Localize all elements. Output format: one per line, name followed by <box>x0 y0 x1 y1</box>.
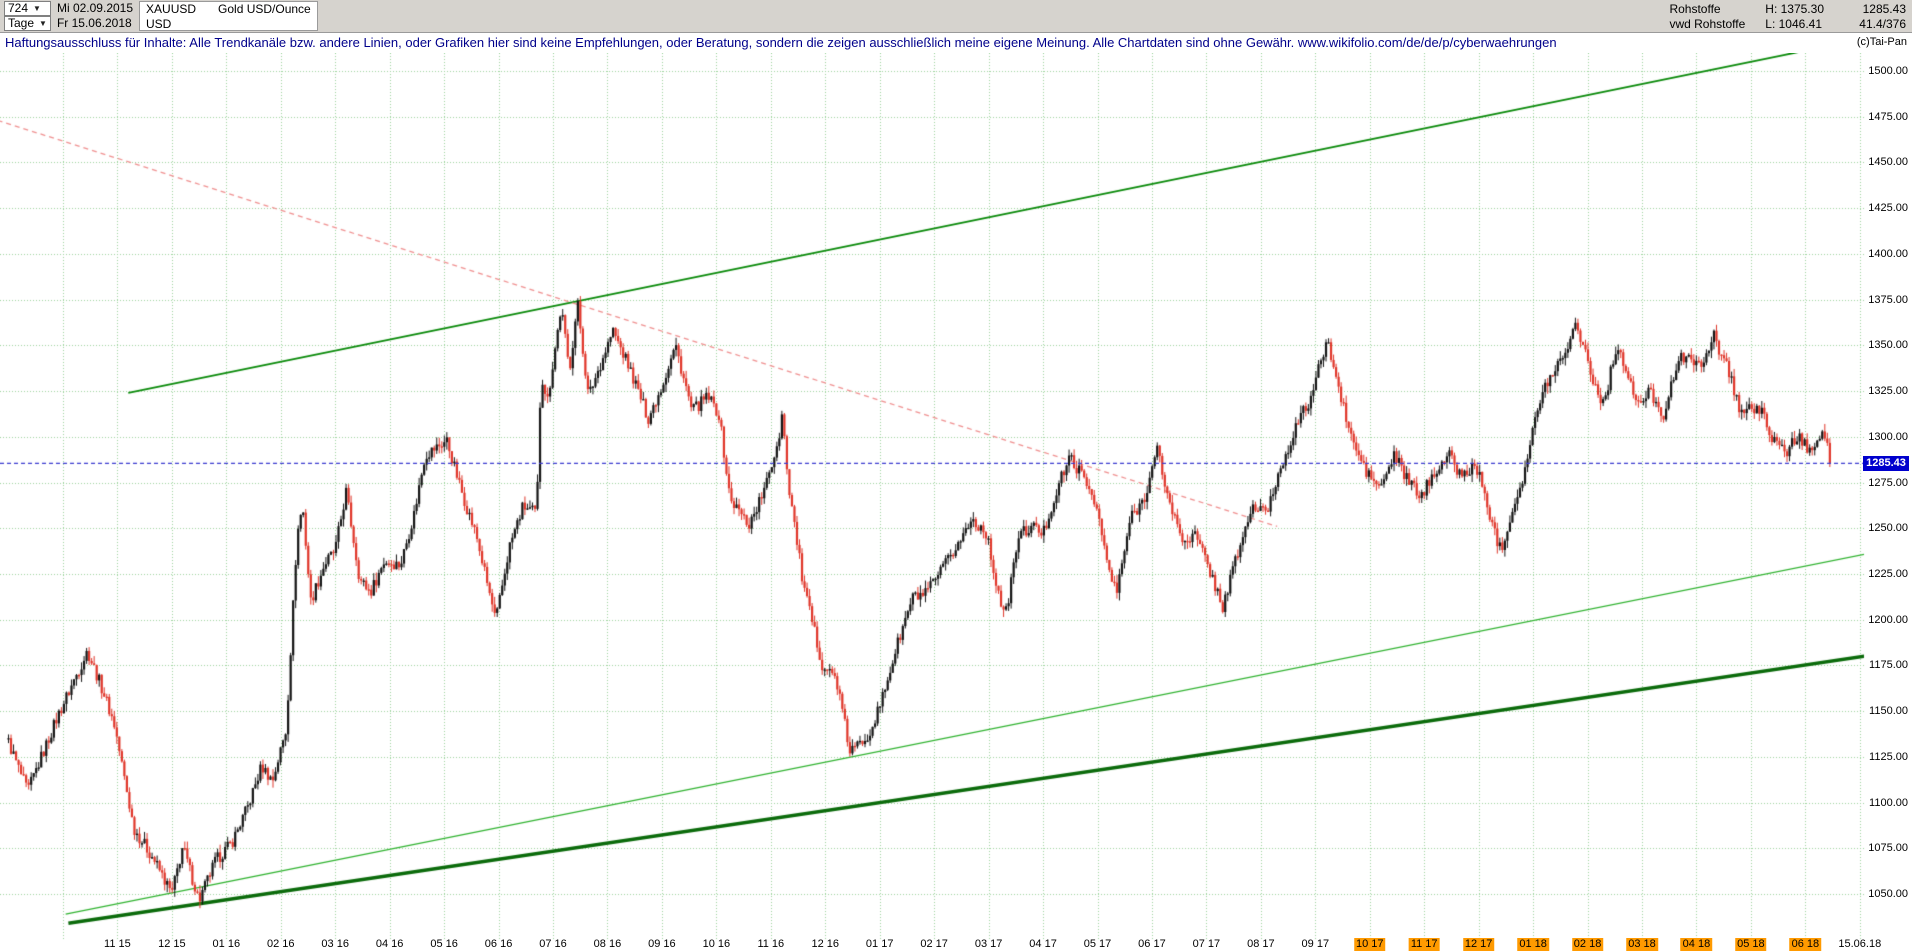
chevron-down-icon: ▼ <box>39 18 47 28</box>
category-label: Rohstoffe <box>1669 1 1721 16</box>
currency-label: USD <box>146 17 172 31</box>
end-date-label: Fr 15.06.2018 <box>56 16 132 30</box>
timeframe-dropdown[interactable]: Tage ▼ <box>4 16 51 31</box>
quote-summary-group: Rohstoffe H: 1375.30 1285.43 vwd Rohstof… <box>1669 1 1906 31</box>
symbol-label: XAUUSD <box>146 2 197 16</box>
bars-count-value: 724 <box>8 1 29 15</box>
current-price-tag: 1285.43 <box>1863 455 1909 471</box>
instrument-header-group: 724 ▼ Tage ▼ Mi 02.09.2015 Fr 15.06.2018… <box>4 1 318 31</box>
change-label: 41.4/376 <box>1859 16 1906 31</box>
disclaimer-text: Haftungsausschluss für Inhalte: Alle Tre… <box>5 35 1557 50</box>
chart-header-bar: 724 ▼ Tage ▼ Mi 02.09.2015 Fr 15.06.2018… <box>0 0 1912 33</box>
bars-count-dropdown[interactable]: 724 ▼ <box>4 1 51 16</box>
feed-label: vwd Rohstoffe <box>1669 16 1746 31</box>
disclaimer-bar: Haftungsausschluss für Inhalte: Alle Tre… <box>0 33 1912 53</box>
copyright-label: (c)Tai-Pan <box>1856 36 1907 48</box>
period-low-label: L: 1046.41 <box>1765 16 1822 31</box>
timeframe-value: Tage <box>8 16 35 30</box>
instrument-name-label: Gold USD/Ounce <box>218 2 311 16</box>
last-price-label: 1285.43 <box>1862 1 1906 16</box>
instrument-panel: XAUUSD Gold USD/Ounce USD <box>139 1 318 31</box>
chart-region: 1500.00 1475.00 1450.00 1425.00 1400.00 1375.… <box>0 53 1912 952</box>
current-price-value: 1285.43 <box>1866 456 1906 469</box>
period-high-label: H: 1375.30 <box>1765 1 1824 16</box>
price-chart-canvas[interactable] <box>0 53 1912 952</box>
chevron-down-icon: ▼ <box>33 3 41 13</box>
start-date-label: Mi 02.09.2015 <box>56 1 134 15</box>
